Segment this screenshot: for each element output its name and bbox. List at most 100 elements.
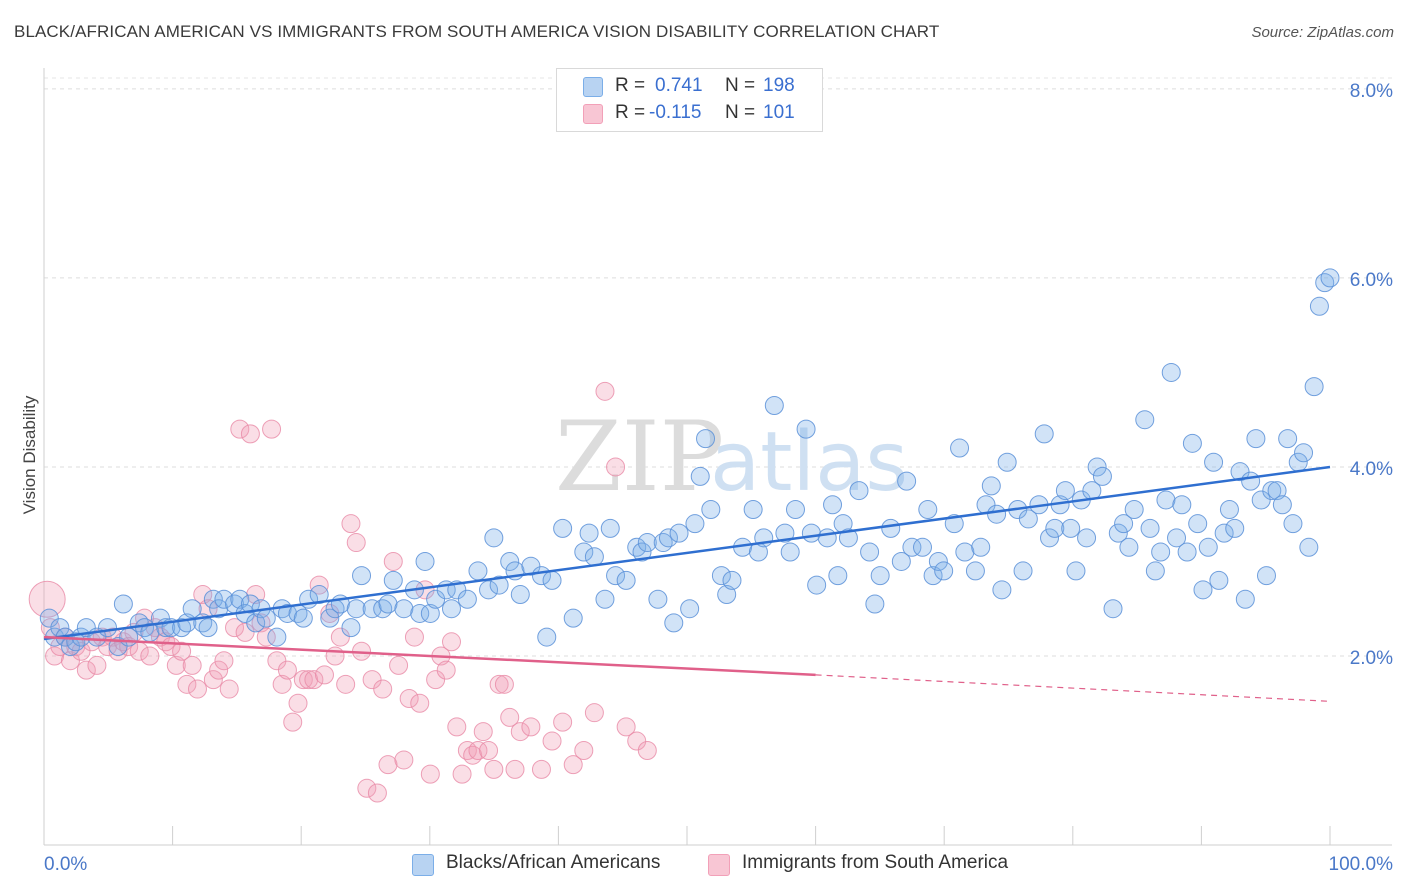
point-blacks xyxy=(796,419,816,439)
point-blacks xyxy=(198,618,218,638)
point-immigrants xyxy=(314,665,334,685)
point-blacks xyxy=(510,585,530,605)
point-blacks xyxy=(1209,570,1229,590)
point-immigrants xyxy=(357,778,377,798)
point-immigrants xyxy=(293,670,313,690)
point-blacks xyxy=(1161,362,1181,382)
point-blacks xyxy=(1045,518,1065,538)
point-blacks xyxy=(293,608,313,628)
point-blacks xyxy=(1241,471,1261,491)
point-blacks xyxy=(563,608,583,628)
point-immigrants xyxy=(214,651,234,671)
point-blacks xyxy=(1077,528,1097,548)
point-immigrants xyxy=(468,740,488,760)
point-blacks xyxy=(1214,523,1234,543)
point-blacks xyxy=(378,594,398,614)
point-immigrants xyxy=(341,514,361,534)
point-immigrants xyxy=(484,759,504,779)
y-tick-labels: 2.0% 4.0% 6.0% 8.0% xyxy=(1350,81,1393,669)
point-immigrants xyxy=(45,646,65,666)
point-blacks xyxy=(1119,537,1139,557)
point-immigrants xyxy=(404,627,424,647)
point-blacks xyxy=(992,580,1012,600)
point-blacks xyxy=(664,613,684,633)
point-immigrants xyxy=(367,783,387,803)
stats-legend: R = 0.741 N = 198 R = -0.115 N = 101 xyxy=(556,68,823,132)
point-blacks xyxy=(1061,518,1081,538)
point-blacks xyxy=(457,589,477,609)
point-blacks xyxy=(1182,433,1202,453)
point-blacks xyxy=(1092,466,1112,486)
point-blacks xyxy=(595,589,615,609)
point-blacks xyxy=(897,471,917,491)
point-immigrants xyxy=(283,712,303,732)
point-blacks xyxy=(1235,589,1255,609)
point-blacks xyxy=(950,438,970,458)
point-immigrants xyxy=(637,740,657,760)
watermark-zip: ZIP xyxy=(555,401,724,513)
point-blacks xyxy=(870,566,890,586)
point-immigrants xyxy=(373,679,393,699)
point-blacks xyxy=(696,429,716,449)
point-blacks xyxy=(934,561,954,581)
point-blacks xyxy=(965,561,985,581)
point-blacks xyxy=(717,585,737,605)
point-blacks xyxy=(690,466,710,486)
point-blacks xyxy=(1018,509,1038,529)
point-blacks xyxy=(1198,537,1218,557)
point-immigrants xyxy=(277,660,297,680)
point-blacks xyxy=(955,542,975,562)
point-blacks xyxy=(574,542,594,562)
r-label: R = xyxy=(615,102,646,123)
point-blacks xyxy=(923,566,943,586)
point-blacks xyxy=(987,504,1007,524)
point-blacks xyxy=(277,603,297,623)
legend-label-blacks: Blacks/African Americans xyxy=(446,852,661,873)
point-immigrants xyxy=(182,655,202,675)
trend-lines xyxy=(43,465,1331,702)
point-blacks xyxy=(1251,490,1271,510)
point-blacks xyxy=(743,499,763,519)
point-immigrants xyxy=(187,679,207,699)
point-blacks xyxy=(1283,514,1303,534)
r-value: 0.741 xyxy=(655,75,703,96)
point-blacks xyxy=(214,589,234,609)
point-blacks xyxy=(722,570,742,590)
point-blacks xyxy=(1066,561,1086,581)
point-blacks xyxy=(865,594,885,614)
point-immigrants xyxy=(203,670,223,690)
point-blacks xyxy=(1167,528,1187,548)
point-blacks xyxy=(267,627,287,647)
point-blacks xyxy=(860,542,880,562)
point-blacks xyxy=(256,608,276,628)
r-value: -0.115 xyxy=(649,102,702,123)
point-blacks xyxy=(1219,499,1239,519)
point-blacks xyxy=(1246,429,1266,449)
point-blacks xyxy=(553,518,573,538)
y-tick-label: 6.0% xyxy=(1350,270,1393,291)
point-immigrants xyxy=(505,759,525,779)
x-tick-label-max: 100.0% xyxy=(1329,854,1394,875)
point-immigrants xyxy=(76,660,96,680)
point-immigrants xyxy=(87,655,107,675)
point-immigrants xyxy=(330,627,350,647)
point-blacks xyxy=(817,528,837,548)
point-blacks xyxy=(1299,537,1319,557)
point-blacks xyxy=(828,566,848,586)
point-immigrants xyxy=(574,740,594,760)
point-blacks xyxy=(648,589,668,609)
point-blacks xyxy=(902,537,922,557)
point-blacks xyxy=(1034,424,1054,444)
point-immigrants xyxy=(489,674,509,694)
point-immigrants xyxy=(500,707,520,727)
point-blacks xyxy=(1151,542,1171,562)
point-blacks xyxy=(1294,443,1314,463)
point-immigrants xyxy=(627,731,647,751)
point-immigrants xyxy=(346,533,366,553)
point-blacks xyxy=(426,589,446,609)
point-blacks xyxy=(420,603,440,623)
point-blacks xyxy=(1055,481,1075,501)
point-blacks xyxy=(1256,566,1276,586)
point-blacks xyxy=(918,499,938,519)
point-immigrants xyxy=(394,750,414,770)
